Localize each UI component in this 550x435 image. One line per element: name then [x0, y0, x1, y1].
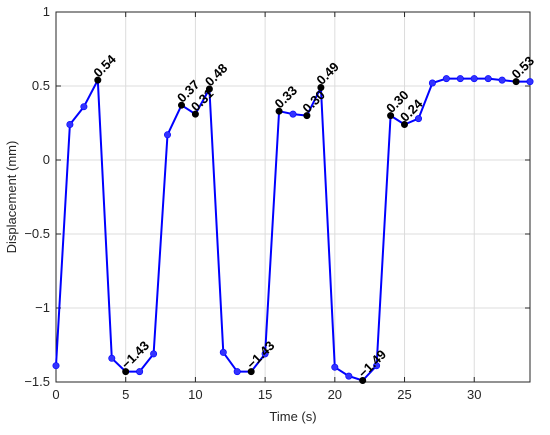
x-tick-labels: 0 5 10 15 20 25 30	[52, 387, 481, 402]
highlight-point	[359, 376, 367, 384]
plot-frame	[55, 11, 531, 383]
highlight-point	[191, 110, 199, 118]
y-tick-label: 0	[43, 152, 50, 167]
y-tick-labels: −1.5 −1 −0.5 0 0.5 1	[24, 4, 50, 389]
highlight-point	[317, 84, 325, 92]
data-point	[498, 76, 506, 84]
highlight-point	[275, 107, 283, 115]
x-tick-label: 5	[122, 387, 129, 402]
highlight-point	[178, 101, 186, 109]
data-point	[526, 78, 534, 86]
x-tick-label: 10	[188, 387, 202, 402]
data-point	[66, 121, 74, 129]
x-tick-label: 0	[52, 387, 59, 402]
data-point	[52, 362, 60, 370]
data-point	[261, 350, 269, 358]
data-point	[373, 362, 381, 370]
axis-ticks	[55, 11, 530, 383]
data-point	[442, 75, 450, 83]
data-point	[331, 363, 339, 371]
y-tick-label: −1.5	[24, 374, 50, 389]
y-tick-label: 0.5	[32, 78, 50, 93]
x-axis-label: Time (s)	[269, 409, 316, 424]
highlight-point	[303, 112, 311, 120]
highlight-point	[122, 368, 130, 376]
data-point	[164, 131, 172, 139]
data-point	[345, 372, 353, 380]
x-tick-label: 30	[467, 387, 481, 402]
data-point	[233, 368, 241, 376]
plot-background	[56, 12, 530, 382]
data-point	[108, 354, 116, 362]
data-point	[470, 75, 478, 83]
data-point	[136, 368, 144, 376]
data-point	[414, 115, 422, 123]
x-tick-label: 20	[328, 387, 342, 402]
x-tick-label: 25	[397, 387, 411, 402]
series	[52, 75, 534, 384]
data-point	[80, 103, 88, 111]
y-tick-label: 1	[43, 4, 50, 19]
highlight-point	[387, 112, 395, 120]
highlight-point	[400, 121, 408, 129]
y-axis-label: Displacement (mm)	[4, 141, 19, 254]
x-tick-label: 15	[258, 387, 272, 402]
highlight-point	[94, 76, 102, 84]
y-tick-label: −0.5	[24, 226, 50, 241]
highlight-point	[205, 85, 213, 93]
y-tick-label: −1	[35, 300, 50, 315]
data-point	[484, 75, 492, 83]
data-point	[219, 348, 227, 356]
data-point	[456, 75, 464, 83]
data-point	[150, 350, 158, 358]
data-point	[428, 79, 436, 87]
highlight-point	[512, 78, 520, 86]
data-point	[289, 110, 297, 118]
highlight-point	[247, 368, 255, 376]
